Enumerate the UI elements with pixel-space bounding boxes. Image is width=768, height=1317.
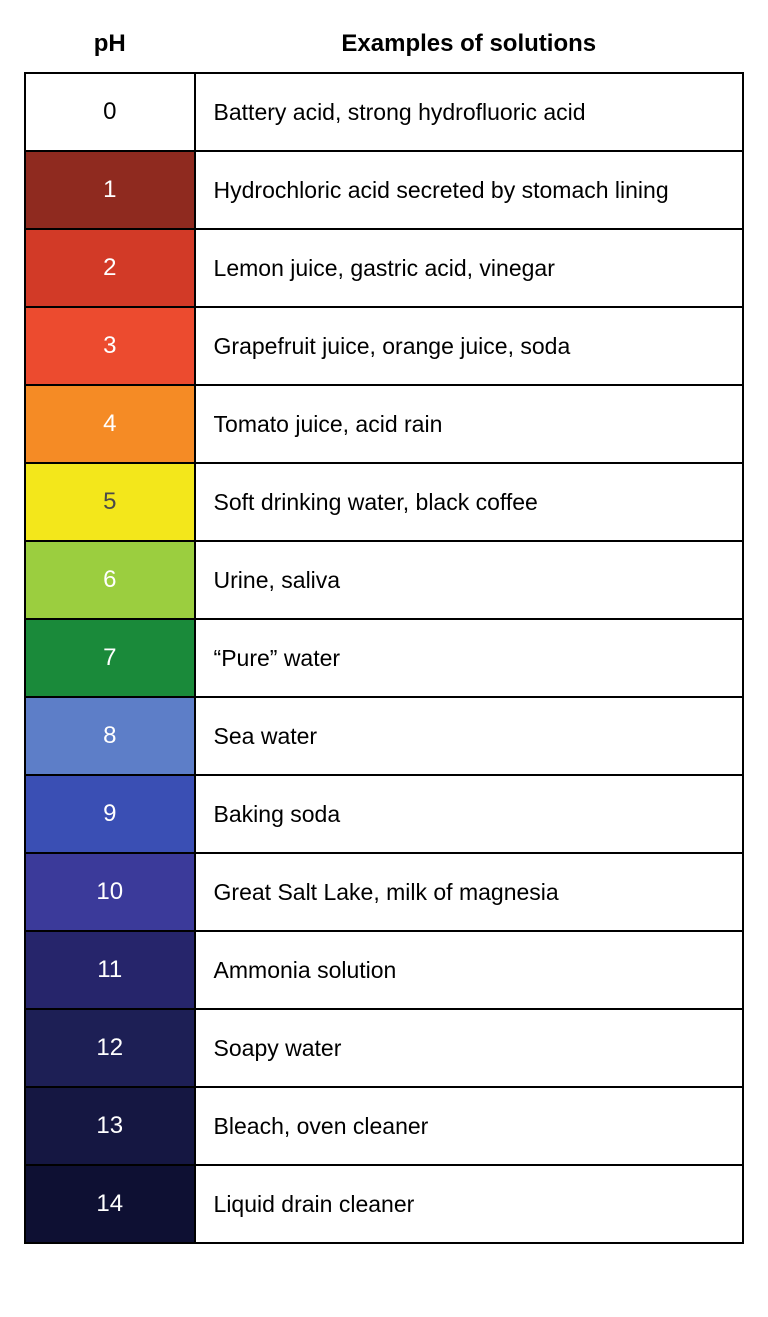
example-text: Baking soda [214,801,341,827]
example-text: Hydrochloric acid secreted by stomach li… [214,177,669,203]
ph-value-cell: 5 [25,463,195,541]
ph-value-cell: 14 [25,1165,195,1243]
table-row: 0 Battery acid, strong hydrofluoric acid [25,73,743,151]
ph-value: 13 [96,1112,123,1139]
ph-value-cell: 9 [25,775,195,853]
ph-value-cell: 11 [25,931,195,1009]
ph-value: 8 [103,722,116,749]
table-row: 11 Ammonia solution [25,931,743,1009]
header-row: pH Examples of solutions [25,20,743,73]
table-row: 6 Urine, saliva [25,541,743,619]
table-row: 2 Lemon juice, gastric acid, vinegar [25,229,743,307]
example-cell: “Pure” water [195,619,743,697]
table-row: 13 Bleach, oven cleaner [25,1087,743,1165]
example-text: Great Salt Lake, milk of magnesia [214,879,559,905]
example-text: Bleach, oven cleaner [214,1113,429,1139]
table-row: 10 Great Salt Lake, milk of magnesia [25,853,743,931]
ph-value: 0 [103,98,116,125]
table-row: 7 “Pure” water [25,619,743,697]
example-cell: Tomato juice, acid rain [195,385,743,463]
ph-value: 10 [96,878,123,905]
table-row: 5 Soft drinking water, black coffee [25,463,743,541]
example-cell: Soft drinking water, black coffee [195,463,743,541]
example-cell: Lemon juice, gastric acid, vinegar [195,229,743,307]
ph-value: 5 [103,488,116,515]
example-text: Sea water [214,723,318,749]
example-cell: Hydrochloric acid secreted by stomach li… [195,151,743,229]
table-row: 1 Hydrochloric acid secreted by stomach l… [25,151,743,229]
example-text: Ammonia solution [214,957,397,983]
example-text: Soft drinking water, black coffee [214,489,538,515]
example-text: Urine, saliva [214,567,341,593]
example-cell: Urine, saliva [195,541,743,619]
ph-value: 1 [103,176,116,203]
ph-value: 7 [103,644,116,671]
table-row: 14 Liquid drain cleaner [25,1165,743,1243]
table-row: 12 Soapy water [25,1009,743,1087]
example-cell: Liquid drain cleaner [195,1165,743,1243]
example-text: Soapy water [214,1035,342,1061]
example-cell: Ammonia solution [195,931,743,1009]
header-examples: Examples of solutions [195,20,743,73]
example-text: Grapefruit juice, orange juice, soda [214,333,571,359]
example-cell: Baking soda [195,775,743,853]
example-text: Lemon juice, gastric acid, vinegar [214,255,555,281]
table-row: 4 Tomato juice, acid rain [25,385,743,463]
example-cell: Sea water [195,697,743,775]
ph-value: 12 [96,1034,123,1061]
ph-value-cell: 7 [25,619,195,697]
ph-value: 11 [97,956,122,983]
table-row: 8 Sea water [25,697,743,775]
ph-value-cell: 10 [25,853,195,931]
ph-scale-table: pH Examples of solutions 0 Battery acid, … [24,20,744,1244]
ph-value: 3 [103,332,116,359]
example-text: Battery acid, strong hydrofluoric acid [214,99,586,125]
example-cell: Soapy water [195,1009,743,1087]
example-text: Liquid drain cleaner [214,1191,415,1217]
ph-value-cell: 13 [25,1087,195,1165]
ph-value-cell: 8 [25,697,195,775]
ph-value-cell: 12 [25,1009,195,1087]
ph-value: 14 [96,1190,123,1217]
header-ph: pH [25,20,195,73]
example-cell: Battery acid, strong hydrofluoric acid [195,73,743,151]
ph-value-cell: 1 [25,151,195,229]
example-text: Tomato juice, acid rain [214,411,443,437]
example-cell: Bleach, oven cleaner [195,1087,743,1165]
ph-value-cell: 3 [25,307,195,385]
ph-value-cell: 6 [25,541,195,619]
example-cell: Grapefruit juice, orange juice, soda [195,307,743,385]
table-row: 3 Grapefruit juice, orange juice, soda [25,307,743,385]
ph-value-cell: 2 [25,229,195,307]
ph-value: 2 [103,254,116,281]
example-cell: Great Salt Lake, milk of magnesia [195,853,743,931]
example-text: “Pure” water [214,645,341,671]
ph-value-cell: 4 [25,385,195,463]
ph-value-cell: 0 [25,73,195,151]
table-row: 9 Baking soda [25,775,743,853]
ph-value: 4 [103,410,116,437]
ph-value: 9 [103,800,116,827]
ph-value: 6 [103,566,116,593]
